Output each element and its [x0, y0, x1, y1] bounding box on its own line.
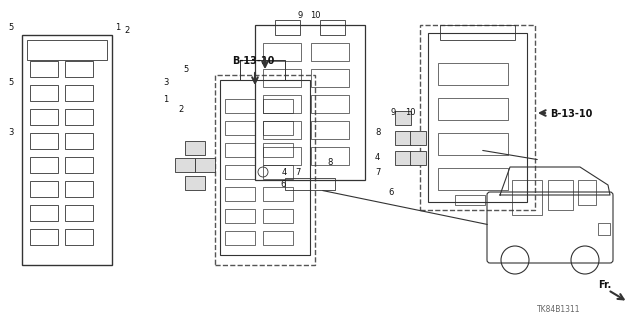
FancyBboxPatch shape — [175, 158, 195, 172]
FancyBboxPatch shape — [410, 151, 426, 165]
Text: 2: 2 — [178, 105, 183, 114]
FancyBboxPatch shape — [395, 111, 411, 125]
Text: 10: 10 — [405, 108, 415, 117]
Text: B-13-10: B-13-10 — [232, 56, 275, 66]
Text: 9: 9 — [297, 11, 302, 20]
Text: 7: 7 — [375, 168, 380, 177]
FancyBboxPatch shape — [395, 151, 411, 165]
Text: 1: 1 — [115, 23, 120, 32]
Text: Fr.: Fr. — [598, 280, 611, 290]
FancyBboxPatch shape — [185, 141, 205, 155]
Text: 8: 8 — [375, 128, 380, 137]
Text: 5: 5 — [9, 23, 14, 32]
Text: 2: 2 — [124, 26, 129, 35]
Text: 3: 3 — [8, 128, 14, 137]
Text: 4: 4 — [375, 153, 380, 162]
Bar — [215, 75, 315, 265]
Text: 6: 6 — [280, 180, 285, 189]
Bar — [420, 25, 535, 210]
Text: TK84B1311: TK84B1311 — [536, 305, 580, 314]
FancyBboxPatch shape — [410, 131, 426, 145]
FancyBboxPatch shape — [185, 176, 205, 190]
Text: 3: 3 — [163, 78, 168, 87]
FancyBboxPatch shape — [395, 131, 411, 145]
Text: 5: 5 — [183, 65, 188, 74]
Text: 5: 5 — [9, 78, 14, 87]
Text: 6: 6 — [388, 188, 394, 197]
FancyBboxPatch shape — [195, 158, 215, 172]
Text: 1: 1 — [163, 95, 168, 104]
Text: B-13-10: B-13-10 — [550, 109, 593, 119]
Text: 10: 10 — [310, 11, 321, 20]
Text: 7: 7 — [295, 168, 300, 177]
Text: 4: 4 — [282, 168, 287, 177]
Text: 8: 8 — [327, 158, 332, 167]
Text: 9: 9 — [390, 108, 396, 117]
